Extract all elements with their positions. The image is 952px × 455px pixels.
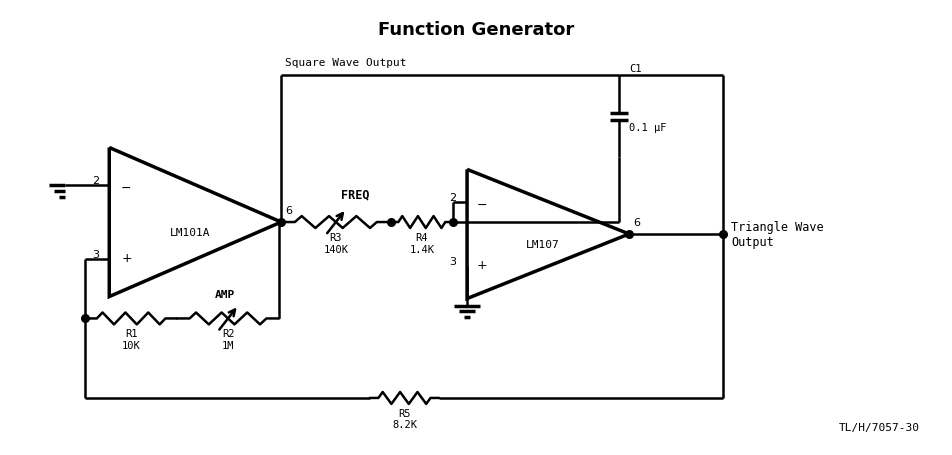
Text: −: − [477, 198, 487, 211]
Text: Function Generator: Function Generator [378, 21, 574, 39]
Text: AMP: AMP [215, 289, 235, 299]
Text: R1
10K: R1 10K [122, 329, 140, 350]
Text: 3: 3 [91, 249, 99, 259]
Text: R4
1.4K: R4 1.4K [409, 233, 434, 254]
Text: +: + [121, 252, 131, 265]
Text: R2
1M: R2 1M [222, 329, 234, 350]
Text: R3
140K: R3 140K [323, 233, 348, 254]
Text: 3: 3 [449, 256, 456, 266]
Text: Square Wave Output: Square Wave Output [285, 58, 407, 68]
Text: Triangle Wave
Output: Triangle Wave Output [731, 221, 823, 248]
Text: LM101A: LM101A [169, 228, 209, 238]
Text: −: − [121, 182, 131, 194]
Text: 2: 2 [91, 176, 99, 186]
Text: +: + [477, 259, 487, 272]
Text: 2: 2 [449, 193, 456, 203]
Text: 6: 6 [285, 206, 292, 216]
Text: LM107: LM107 [526, 239, 559, 249]
Text: FREQ: FREQ [341, 188, 369, 201]
Text: TL/H/7057-30: TL/H/7057-30 [839, 422, 920, 432]
Text: 6: 6 [632, 217, 640, 228]
Text: R5
8.2K: R5 8.2K [391, 408, 417, 430]
Text: C1: C1 [628, 64, 641, 74]
Text: 0.1 μF: 0.1 μF [628, 122, 665, 132]
